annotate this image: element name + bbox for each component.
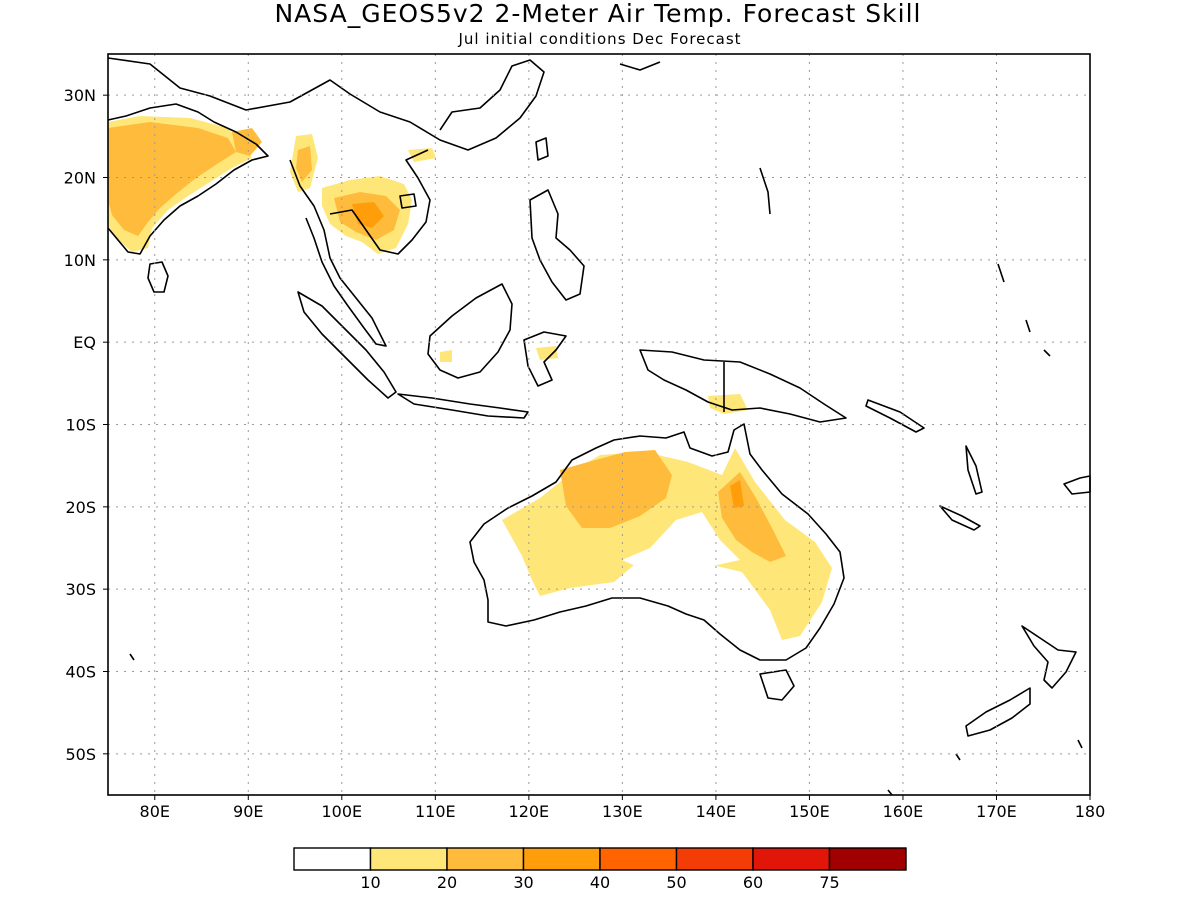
lat-tick-label: EQ [73, 333, 96, 352]
coast-hainan [399, 193, 417, 209]
colorbar-tick-label: 60 [743, 873, 763, 892]
coast-small-islands [129, 61, 1083, 796]
colorbar-swatch [675, 847, 754, 871]
colorbar-tick-label: 75 [819, 873, 839, 892]
colorbar-tick-label: 50 [666, 873, 686, 892]
longitude-axis: 80E 90E 100E 110E 120E 130E 140E 150E 160E 170E 18… [140, 795, 1106, 821]
colorbar: 10 20 30 40 50 60 75 [293, 847, 907, 892]
coast-china [107, 57, 545, 151]
lon-tick-label: 140E [696, 802, 737, 821]
coast-indochina [289, 149, 431, 347]
coast-sumatra [297, 291, 397, 399]
colorbar-swatch [599, 847, 678, 871]
lon-tick-label: 150E [789, 802, 830, 821]
map-title: NASA_GEOS5v2 2-Meter Air Temp. Forecast … [274, 0, 921, 28]
colorbar-swatch [446, 847, 525, 871]
skill-australia-gap [622, 512, 740, 576]
lat-tick-label: 20N [64, 169, 96, 188]
coast-sulawesi [523, 331, 567, 387]
lat-tick-label: 10S [65, 416, 96, 435]
coast-tasmania [759, 669, 795, 701]
lon-tick-label: 170E [976, 802, 1017, 821]
coast-newguinea [639, 349, 847, 423]
skill-laos [408, 148, 436, 162]
lat-tick-label: 50S [65, 745, 96, 764]
lat-tick-label: 20S [65, 498, 96, 517]
coast-taiwan [535, 137, 549, 161]
colorbar-swatch [752, 847, 831, 871]
skill-australia-dark [730, 480, 744, 508]
coast-nz-north [1021, 625, 1077, 689]
colorbar-tick-label: 30 [513, 873, 533, 892]
skill-burma-orange [296, 146, 312, 182]
skill-borneo [440, 350, 452, 362]
lon-tick-label: 120E [509, 802, 550, 821]
coast-philippines [529, 189, 585, 301]
lon-tick-label: 90E [233, 802, 263, 821]
map-area [108, 54, 1090, 795]
coast-borneo [427, 283, 513, 379]
colorbar-tick-label: 20 [437, 873, 457, 892]
lon-tick-label: 110E [415, 802, 456, 821]
colorbar-swatch [828, 847, 907, 871]
map-subtitle: Jul initial conditions Dec Forecast [457, 30, 741, 48]
colorbar-swatch [293, 847, 372, 871]
lon-tick-label: 180 [1075, 802, 1106, 821]
colorbar-tick-label: 40 [590, 873, 610, 892]
lat-tick-label: 30N [64, 86, 96, 105]
skill-shading [108, 116, 832, 640]
skill-sulawesi [536, 346, 558, 360]
lon-tick-label: 80E [140, 802, 170, 821]
lat-tick-label: 40S [65, 663, 96, 682]
lat-tick-label: 30S [65, 580, 96, 599]
coast-newcaledonia [939, 505, 981, 531]
coast-nz-south [965, 687, 1031, 737]
coast-vanuatu [965, 445, 983, 495]
coast-australia [469, 423, 845, 661]
coast-srilanka [147, 261, 169, 293]
coast-solomons [865, 399, 925, 433]
colorbar-tick-label: 10 [360, 873, 380, 892]
coast-india [107, 103, 269, 255]
coastlines [107, 57, 1091, 796]
latitude-axis: 30N 20N 10N EQ 10S 20S 30S 40S 50S [64, 86, 108, 764]
lon-tick-label: 130E [602, 802, 643, 821]
lat-tick-label: 10N [64, 251, 96, 270]
coast-java [397, 393, 529, 419]
skill-australia-orange [560, 450, 672, 528]
lon-tick-label: 100E [321, 802, 362, 821]
colorbar-swatch [522, 847, 601, 871]
gridlines [108, 54, 1090, 795]
skill-india-orange [108, 122, 236, 236]
colorbar-swatch [369, 847, 448, 871]
lon-tick-label: 160E [883, 802, 924, 821]
